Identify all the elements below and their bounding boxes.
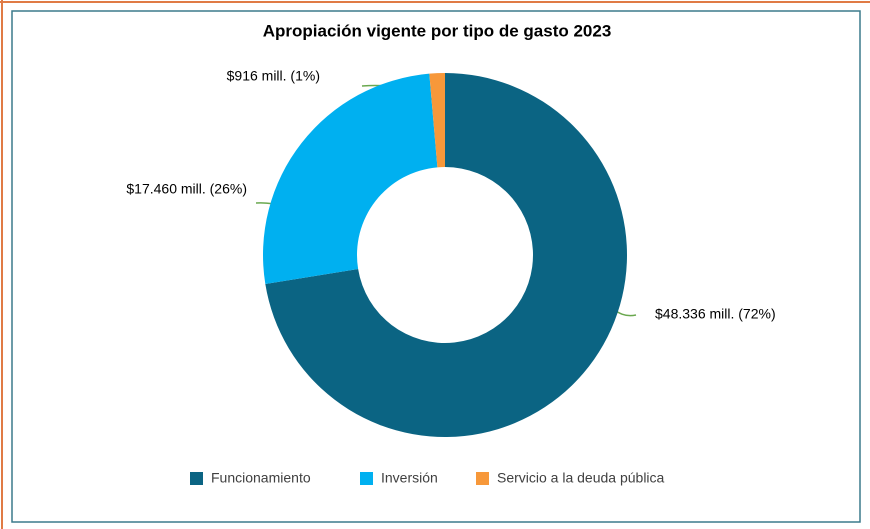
chart-title: Apropiación vigente por tipo de gasto 20… <box>263 21 612 40</box>
legend-swatch <box>190 472 203 485</box>
donut-slice <box>265 73 627 437</box>
legend-label: Inversión <box>381 470 438 486</box>
legend-swatch <box>476 472 489 485</box>
donut-slice <box>263 73 438 284</box>
data-label: $916 mill. (1%) <box>227 68 320 84</box>
data-label: $17.460 mill. (26%) <box>126 181 247 197</box>
legend-swatch <box>360 472 373 485</box>
legend-label: Funcionamiento <box>211 470 311 486</box>
legend-label: Servicio a la deuda pública <box>497 470 665 486</box>
data-label: $48.336 mill. (72%) <box>655 306 776 322</box>
donut-slice <box>429 73 445 168</box>
